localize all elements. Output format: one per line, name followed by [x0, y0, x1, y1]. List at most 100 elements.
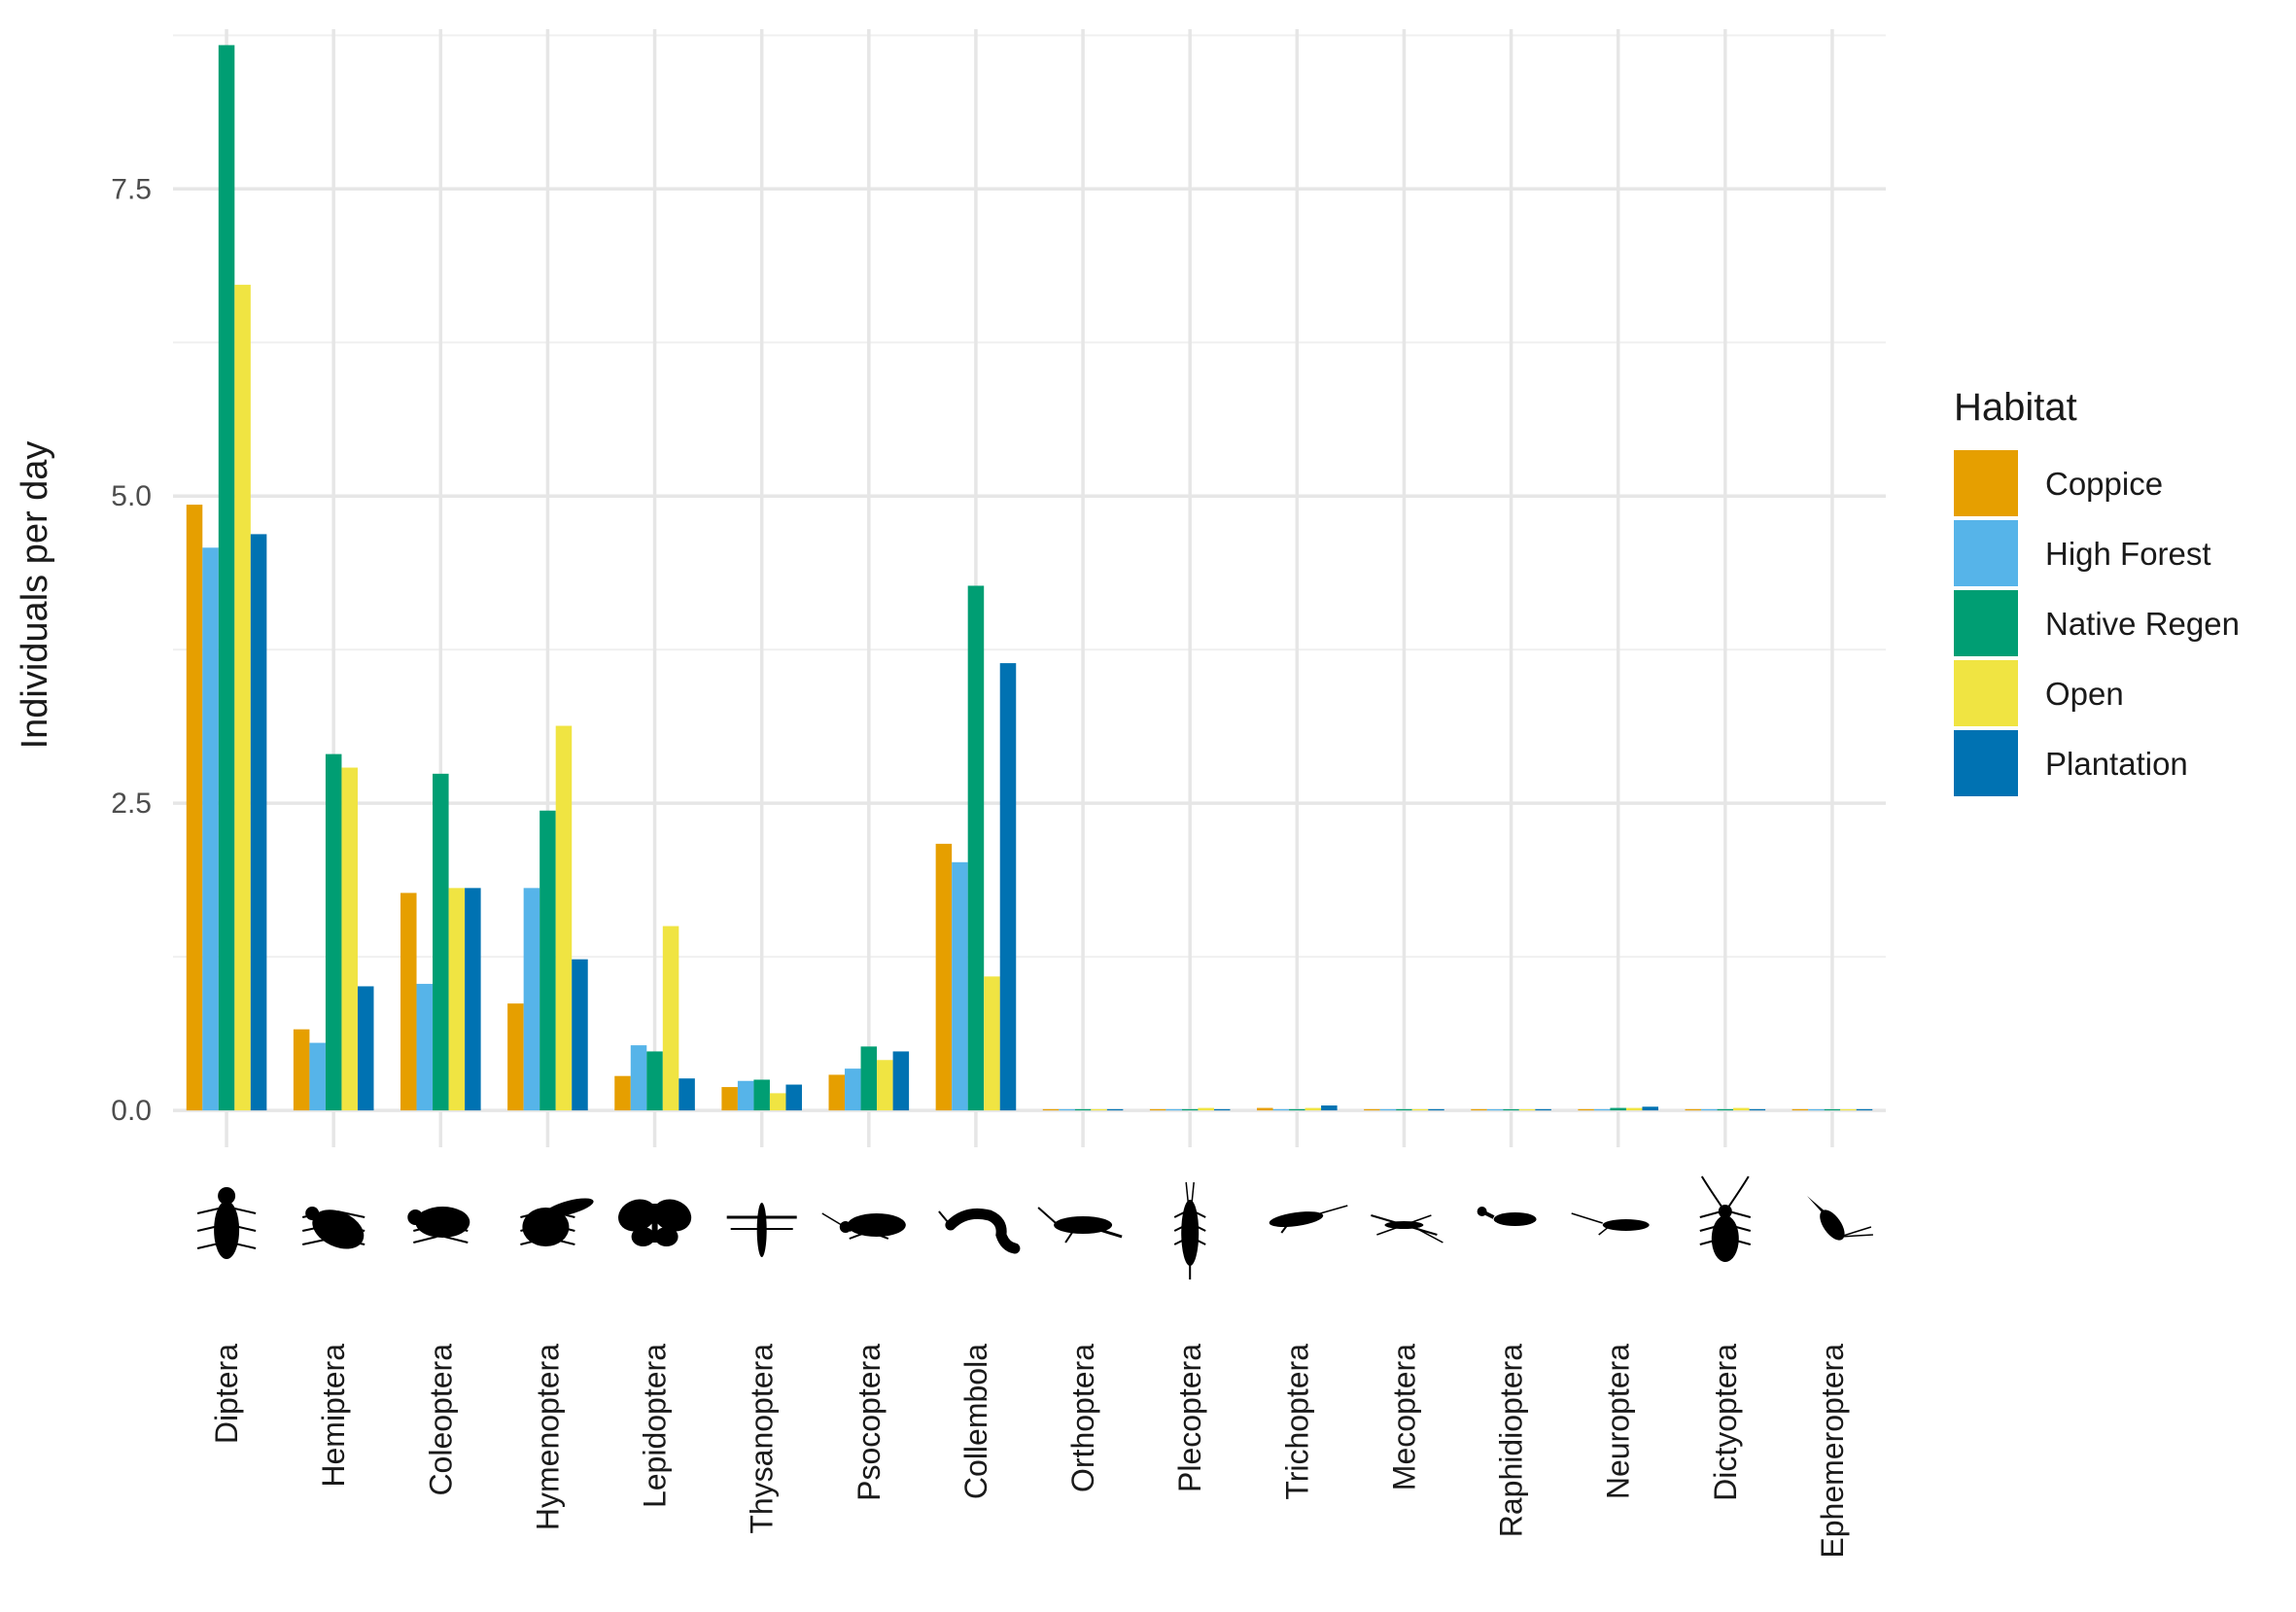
bar-native-regen — [1717, 1108, 1734, 1111]
bar-high-forest — [845, 1069, 861, 1111]
bar-coppice — [1792, 1108, 1809, 1111]
bar-high-forest — [1059, 1108, 1075, 1111]
cricket-silhouette-icon — [1037, 1207, 1123, 1244]
bar-open — [555, 725, 573, 1111]
bar-high-forest — [630, 1045, 647, 1111]
bar-open — [1305, 1107, 1322, 1111]
bar-open — [984, 976, 1000, 1111]
legend-swatch — [1954, 730, 2018, 796]
x-axis-category-labels: Diptera Hemiptera Coleoptera Hymenoptera Lep… — [209, 1344, 1850, 1559]
bar-high-forest — [1701, 1108, 1718, 1111]
legend-items: Coppice High Forest Native Regen Open Planta… — [1954, 450, 2240, 796]
legend-item: Plantation — [1954, 730, 2188, 796]
bar-high-forest — [416, 983, 434, 1111]
grid-layer — [173, 29, 1886, 1147]
legend-label: Coppice — [2045, 466, 2163, 502]
booklouse-silhouette-icon — [821, 1212, 906, 1240]
bar-open — [1625, 1107, 1643, 1111]
legend-item: Native Regen — [1954, 590, 2240, 656]
bar-native-regen — [325, 753, 342, 1111]
category-label: Diptera — [209, 1344, 244, 1444]
category-label: Trichoptera — [1279, 1344, 1314, 1500]
caddisfly-silhouette-icon — [1269, 1205, 1348, 1234]
bar-plantation — [465, 888, 481, 1111]
bar-open — [234, 284, 251, 1111]
bar-coppice — [1042, 1108, 1060, 1111]
bar-plantation — [1535, 1108, 1551, 1111]
category-label: Lepidoptera — [638, 1344, 673, 1508]
bar-native-regen — [539, 810, 556, 1111]
bar-open — [1198, 1107, 1214, 1111]
category-icons — [196, 1175, 1873, 1279]
y-tick-label: 7.5 — [111, 173, 152, 205]
legend-label: Plantation — [2045, 746, 2188, 782]
legend-item: Coppice — [1954, 450, 2163, 516]
cockroach-silhouette-icon — [1699, 1175, 1752, 1262]
category-label: Plecoptera — [1172, 1344, 1207, 1492]
y-tick-label: 2.5 — [111, 788, 152, 820]
bar-plantation — [999, 663, 1017, 1111]
category-label: Ephemeroptera — [1815, 1344, 1850, 1559]
beetle-silhouette-icon — [407, 1207, 470, 1244]
butterfly-silhouette-icon — [618, 1199, 692, 1246]
category-label: Mecoptera — [1386, 1344, 1421, 1490]
bar-native-regen — [646, 1051, 663, 1111]
bar-open — [448, 888, 466, 1111]
bar-high-forest — [1808, 1108, 1825, 1111]
bar-plantation — [785, 1084, 802, 1111]
bar-native-regen — [753, 1079, 770, 1111]
legend-item: Open — [1954, 660, 2124, 726]
bar-high-forest — [309, 1042, 326, 1111]
bar-native-regen — [1610, 1107, 1626, 1111]
bar-coppice — [1578, 1108, 1594, 1111]
legend-swatch — [1954, 590, 2018, 656]
bar-high-forest — [1593, 1108, 1611, 1111]
springtail-silhouette-icon — [938, 1208, 1021, 1254]
bar-high-forest — [952, 861, 968, 1111]
category-label: Thysanoptera — [745, 1344, 780, 1534]
legend-swatch — [1954, 660, 2018, 726]
bar-plantation — [1856, 1108, 1873, 1111]
legend-item: High Forest — [1954, 520, 2211, 586]
bar-coppice — [293, 1029, 310, 1111]
y-axis-ticks: 0.0 2.5 5.0 7.5 — [111, 173, 152, 1127]
bar-open — [877, 1060, 893, 1111]
bug-silhouette-icon — [301, 1207, 365, 1249]
category-label: Hymenoptera — [530, 1344, 565, 1530]
bar-plantation — [572, 959, 588, 1111]
legend-label: Open — [2045, 676, 2124, 712]
bar-plantation — [1321, 1105, 1338, 1111]
bar-coppice — [507, 1003, 524, 1111]
bar-high-forest — [1272, 1108, 1290, 1111]
bar-coppice — [721, 1087, 738, 1111]
bar-plantation — [678, 1078, 695, 1111]
category-label: Neuroptera — [1601, 1344, 1636, 1499]
bar-open — [1840, 1108, 1857, 1111]
bar-plantation — [1642, 1106, 1658, 1111]
bar-high-forest — [1379, 1108, 1397, 1111]
bar-plantation — [1749, 1108, 1766, 1111]
bar-high-forest — [523, 888, 540, 1111]
bar-open — [1518, 1108, 1536, 1111]
bar-open — [662, 926, 679, 1111]
y-tick-label: 5.0 — [111, 480, 152, 512]
bar-native-regen — [1289, 1108, 1305, 1111]
snakefly-silhouette-icon — [1477, 1207, 1537, 1226]
bars-layer — [186, 45, 1873, 1111]
scorpionfly-silhouette-icon — [1371, 1214, 1444, 1244]
category-label: Coleoptera — [423, 1344, 458, 1496]
bar-coppice — [1149, 1108, 1166, 1111]
category-label: Psocoptera — [852, 1344, 887, 1501]
bar-native-regen — [967, 585, 985, 1111]
bar-open — [1411, 1108, 1429, 1111]
bar-native-regen — [1824, 1108, 1841, 1111]
bar-plantation — [892, 1051, 910, 1111]
bar-native-regen — [1181, 1108, 1199, 1111]
bar-coppice — [614, 1075, 631, 1111]
legend-label: Native Regen — [2045, 606, 2240, 642]
bar-native-regen — [1503, 1108, 1519, 1111]
bar-high-forest — [737, 1080, 754, 1111]
bar-coppice — [1364, 1108, 1380, 1111]
